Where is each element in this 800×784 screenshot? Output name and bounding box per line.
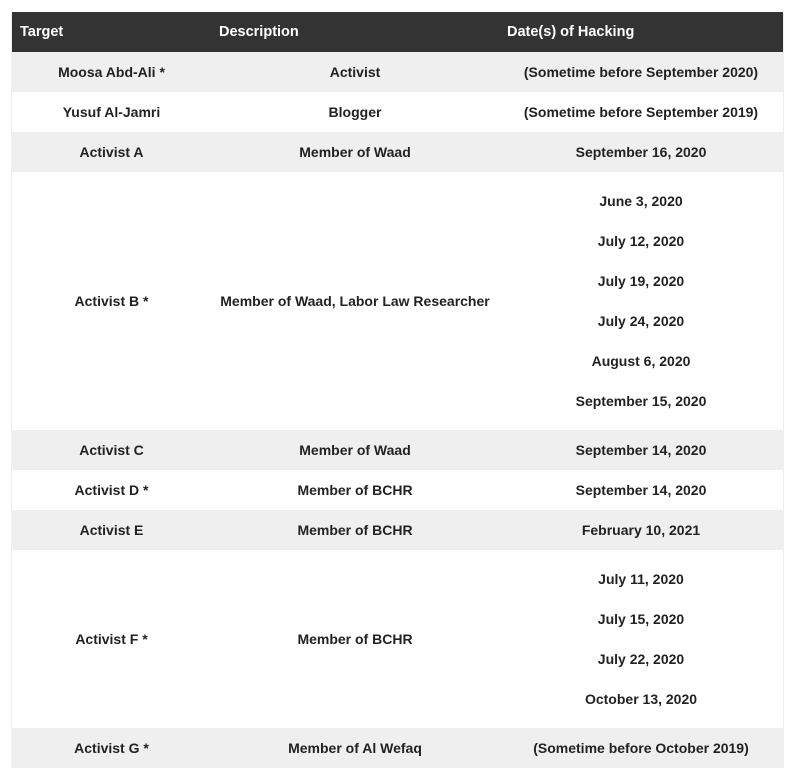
hacking-date: July 15, 2020 [597, 611, 685, 627]
description-cell: Member of BCHR [211, 470, 499, 510]
description-cell: Activist [211, 52, 499, 92]
target-cell: Activist B * [11, 172, 211, 430]
target-cell: Activist G * [11, 728, 211, 768]
hacking-date: (Sometime before October 2019) [533, 740, 749, 756]
target-cell: Yusuf Al-Jamri [11, 92, 211, 132]
header-target: Target [11, 12, 211, 52]
table-row: Activist B * Member of Waad, Labor Law Re… [11, 172, 784, 430]
hacking-date: (Sometime before September 2020) [523, 64, 759, 80]
hacking-date: July 19, 2020 [597, 273, 685, 289]
hacking-date: June 3, 2020 [599, 193, 683, 209]
target-cell: Activist C [11, 430, 211, 470]
hacking-date: September 14, 2020 [575, 442, 707, 458]
target-cell: Activist A [11, 132, 211, 172]
description-cell: Member of BCHR [211, 550, 499, 728]
hacking-date: July 22, 2020 [597, 651, 685, 667]
hacking-date: September 15, 2020 [575, 393, 707, 409]
hacking-date: September 16, 2020 [575, 144, 707, 160]
table-row: Activist G * Member of Al Wefaq (Sometime … [11, 728, 784, 768]
table-row: Moosa Abd-Ali * Activist (Sometime before … [11, 52, 784, 92]
description-cell: Member of Waad [211, 430, 499, 470]
table-row: Activist A Member of Waad September 16, 20… [11, 132, 784, 172]
dates-cell: (Sometime before October 2019) [499, 728, 784, 768]
description-cell: Member of Waad [211, 132, 499, 172]
target-cell: Activist D * [11, 470, 211, 510]
hacking-date: February 10, 2021 [581, 522, 701, 538]
hacking-date: September 14, 2020 [575, 482, 707, 498]
description-cell: Blogger [211, 92, 499, 132]
dates-cell: February 10, 2021 [499, 510, 784, 550]
description-cell: Member of BCHR [211, 510, 499, 550]
description-cell: Member of Waad, Labor Law Researcher [211, 172, 499, 430]
header-row: Target Description Date(s) of Hacking [11, 12, 784, 52]
hacking-date: July 12, 2020 [597, 233, 685, 249]
header-description: Description [211, 12, 499, 52]
table-row: Activist C Member of Waad September 14, 20… [11, 430, 784, 470]
dates-cell: July 11, 2020 July 15, 2020 July 22, 2020 O… [499, 550, 784, 728]
hacking-date: August 6, 2020 [591, 353, 691, 369]
target-cell: Activist E [11, 510, 211, 550]
dates-cell: (Sometime before September 2020) [499, 52, 784, 92]
table-row: Activist F * Member of BCHR July 11, 2020 J… [11, 550, 784, 728]
hacking-date: (Sometime before September 2019) [523, 104, 759, 120]
hacking-targets-table: Target Description Date(s) of Hacking Mo… [11, 12, 784, 768]
table-row: Activist D * Member of BCHR September 14, … [11, 470, 784, 510]
target-cell: Activist F * [11, 550, 211, 728]
table-row: Yusuf Al-Jamri Blogger (Sometime before Se… [11, 92, 784, 132]
hacking-date: July 24, 2020 [597, 313, 685, 329]
dates-cell: September 14, 2020 [499, 430, 784, 470]
target-cell: Moosa Abd-Ali * [11, 52, 211, 92]
description-cell: Member of Al Wefaq [211, 728, 499, 768]
dates-cell: (Sometime before September 2019) [499, 92, 784, 132]
hacking-date: October 13, 2020 [584, 691, 698, 707]
hacking-date: July 11, 2020 [598, 571, 684, 587]
dates-cell: September 14, 2020 [499, 470, 784, 510]
dates-cell: September 16, 2020 [499, 132, 784, 172]
table-row: Activist E Member of BCHR February 10, 202… [11, 510, 784, 550]
dates-cell: June 3, 2020 July 12, 2020 July 19, 2020 Ju… [499, 172, 784, 430]
header-dates: Date(s) of Hacking [499, 12, 784, 52]
